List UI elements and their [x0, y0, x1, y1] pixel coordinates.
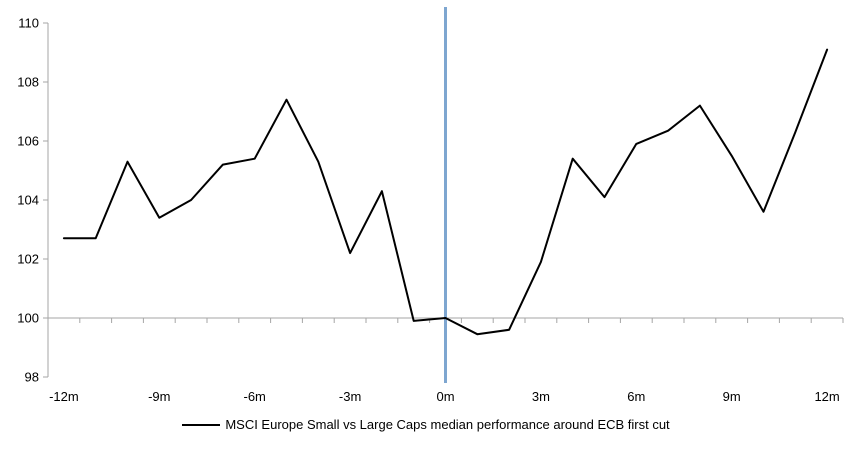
y-axis-label: 108 — [17, 75, 39, 90]
x-axis-label: -9m — [148, 389, 170, 404]
legend-line-icon — [182, 423, 221, 426]
series-line — [62, 48, 829, 336]
x-axis-label: -12m — [49, 389, 79, 404]
y-axis-label: 110 — [18, 16, 39, 31]
x-axis-label: 6m — [627, 389, 645, 404]
y-axis-label: 100 — [17, 311, 39, 326]
x-axis-label: -6m — [244, 389, 266, 404]
y-axis-label: 102 — [17, 252, 39, 267]
x-axis-label: 0m — [436, 389, 454, 404]
x-axis-label: 12m — [814, 389, 839, 404]
x-axis-label: 3m — [532, 389, 550, 404]
legend: MSCI Europe Small vs Large Caps median p… — [0, 417, 852, 432]
y-axis-label: 104 — [17, 193, 39, 208]
x-axis-label: -3m — [339, 389, 361, 404]
x-axis-label: 9m — [723, 389, 741, 404]
legend-label: MSCI Europe Small vs Large Caps median p… — [225, 417, 670, 432]
y-axis-label: 106 — [17, 134, 39, 149]
y-axis-label: 98 — [25, 370, 39, 385]
